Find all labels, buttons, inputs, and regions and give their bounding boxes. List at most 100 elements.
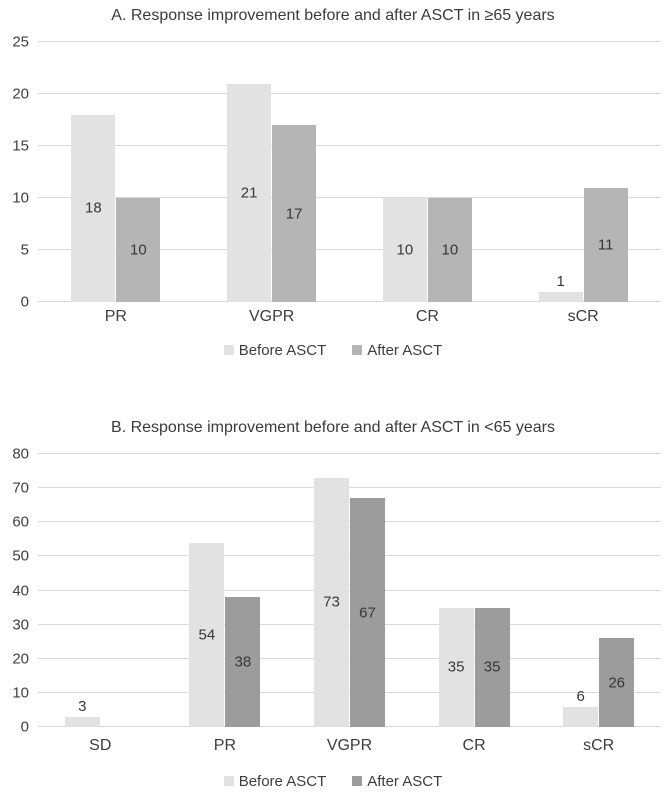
y-tick-label: 5 bbox=[20, 241, 29, 259]
bar-group-scr: 6 26 bbox=[536, 454, 661, 727]
bar-after-asct: 35 bbox=[474, 607, 510, 727]
bar-after-asct: 38 bbox=[225, 597, 261, 727]
gridline bbox=[38, 726, 661, 727]
y-tick-label: 70 bbox=[12, 479, 29, 497]
gridline bbox=[38, 691, 661, 693]
y-axis: 0 5 10 15 20 25 bbox=[0, 35, 38, 310]
y-axis: 0 10 20 30 40 50 60 70 80 bbox=[0, 447, 38, 735]
gridline bbox=[38, 657, 661, 659]
bar-value-label: 6 bbox=[576, 687, 585, 705]
y-tick-label: 15 bbox=[12, 137, 29, 155]
legend-item-before-asct: Before ASCT bbox=[223, 341, 327, 359]
legend-swatch bbox=[352, 345, 363, 355]
y-tick-label: 40 bbox=[12, 582, 29, 599]
bar-value-label: 10 bbox=[441, 241, 459, 259]
chart-b: B. Response improvement before and after… bbox=[0, 416, 666, 790]
gridline bbox=[38, 589, 661, 591]
bar-before-asct: 10 bbox=[382, 198, 427, 302]
y-tick-label: 10 bbox=[12, 684, 29, 702]
x-tick-label-sd: SD bbox=[89, 737, 112, 754]
chart-a-title: A. Response improvement before and after… bbox=[111, 7, 555, 24]
y-tick-label: 20 bbox=[12, 650, 29, 668]
y-tick-label: 60 bbox=[12, 513, 29, 531]
bar-group-pr: 54 38 bbox=[163, 454, 288, 727]
chart-a: A. Response improvement before and after… bbox=[0, 4, 666, 359]
legend-label: Before ASCT bbox=[238, 341, 327, 359]
chart-b-plot-wrap: 0 10 20 30 40 50 60 70 80 3 54 38 73 67 35 35 6 26 bbox=[0, 447, 666, 735]
bar-value-label: 26 bbox=[608, 674, 626, 692]
bar-value-label: 17 bbox=[285, 205, 303, 223]
chart-a-plot-wrap: 0 5 10 15 20 25 18 10 21 17 10 10 1 11 bbox=[0, 35, 666, 310]
bar-group-pr: 18 10 bbox=[38, 42, 194, 302]
legend-item-after-asct: After ASCT bbox=[352, 773, 442, 790]
legend-label: After ASCT bbox=[367, 341, 443, 359]
plot-area: 18 10 21 17 10 10 1 11 bbox=[38, 41, 661, 302]
y-tick-label: 50 bbox=[12, 547, 29, 565]
x-tick-label-pr: PR bbox=[213, 737, 236, 754]
bar-before-asct: 35 bbox=[438, 607, 474, 727]
bar-value-label: 3 bbox=[78, 697, 87, 715]
gridline bbox=[38, 249, 661, 250]
bar-value-label: 73 bbox=[323, 593, 340, 611]
legend-label: After ASCT bbox=[367, 772, 443, 790]
bar-before-asct: 6 bbox=[563, 689, 599, 727]
y-tick-label: 0 bbox=[20, 718, 29, 736]
bar-value-label: 35 bbox=[447, 658, 465, 676]
bar-group-cr: 35 35 bbox=[412, 454, 537, 727]
x-tick-label-scr: sCR bbox=[583, 737, 615, 754]
x-tick-label-vgpr: VGPR bbox=[248, 308, 295, 325]
bar-group-cr: 10 10 bbox=[350, 42, 506, 302]
legend-swatch bbox=[223, 776, 234, 786]
y-tick-label: 80 bbox=[12, 445, 29, 463]
bar-value-label: 10 bbox=[130, 241, 147, 259]
bar-value-label: 54 bbox=[198, 626, 216, 644]
bar-after-asct: 17 bbox=[272, 125, 317, 302]
bar-before-asct: 3 bbox=[64, 699, 100, 727]
y-tick-label: 25 bbox=[12, 33, 29, 51]
gridline bbox=[38, 197, 661, 198]
gridline bbox=[38, 487, 661, 489]
bar-group-sd: 3 bbox=[38, 454, 163, 727]
gridline bbox=[38, 555, 661, 557]
bar-value-label: 35 bbox=[483, 658, 501, 676]
legend-swatch bbox=[223, 345, 234, 355]
bar-value-label: 11 bbox=[597, 236, 614, 254]
chart-b-title: B. Response improvement before and after… bbox=[111, 419, 555, 436]
x-tick-label-pr: PR bbox=[104, 308, 127, 325]
gridline bbox=[38, 41, 661, 42]
bar-value-label: 21 bbox=[240, 184, 258, 202]
x-tick-label-cr: CR bbox=[415, 308, 439, 325]
gridline bbox=[38, 623, 661, 625]
bar-value-label: 1 bbox=[556, 272, 565, 290]
bar-before-asct: 1 bbox=[538, 274, 583, 302]
legend-label: Before ASCT bbox=[238, 772, 327, 790]
x-tick-label-scr: sCR bbox=[567, 308, 599, 325]
bar-groups: 18 10 21 17 10 10 1 11 bbox=[38, 42, 661, 302]
y-tick-label: 30 bbox=[12, 616, 29, 634]
bar-value-label: 67 bbox=[359, 604, 376, 622]
gridline bbox=[38, 521, 661, 523]
bar-before-asct: 21 bbox=[227, 83, 272, 302]
bar-value-label: 38 bbox=[234, 653, 252, 671]
plot-area: 3 54 38 73 67 35 35 6 26 bbox=[38, 453, 661, 727]
gridline bbox=[38, 453, 661, 454]
bar-before-asct: 73 bbox=[313, 477, 349, 727]
legend: Before ASCT After ASCT bbox=[0, 341, 666, 359]
bar-group-vgpr: 21 17 bbox=[194, 42, 350, 302]
bar-group-vgpr: 73 67 bbox=[287, 454, 412, 727]
bar-after-asct: 10 bbox=[427, 198, 472, 302]
x-tick-label-vgpr: VGPR bbox=[326, 737, 373, 754]
gridline bbox=[38, 93, 661, 94]
bar-before-asct: 18 bbox=[71, 114, 116, 302]
bar-after-asct: 10 bbox=[116, 198, 161, 302]
x-axis: SD PR VGPR CR sCR bbox=[38, 737, 661, 755]
bar-after-asct: 11 bbox=[583, 187, 628, 302]
bar-value-label: 10 bbox=[396, 241, 414, 259]
legend-swatch bbox=[352, 776, 363, 786]
bar-value-label: 18 bbox=[85, 199, 102, 217]
y-tick-label: 20 bbox=[12, 85, 29, 103]
x-axis: PR VGPR CR sCR bbox=[38, 308, 661, 326]
bar-groups: 3 54 38 73 67 35 35 6 26 bbox=[38, 454, 661, 727]
bar-before-asct: 54 bbox=[189, 542, 225, 727]
